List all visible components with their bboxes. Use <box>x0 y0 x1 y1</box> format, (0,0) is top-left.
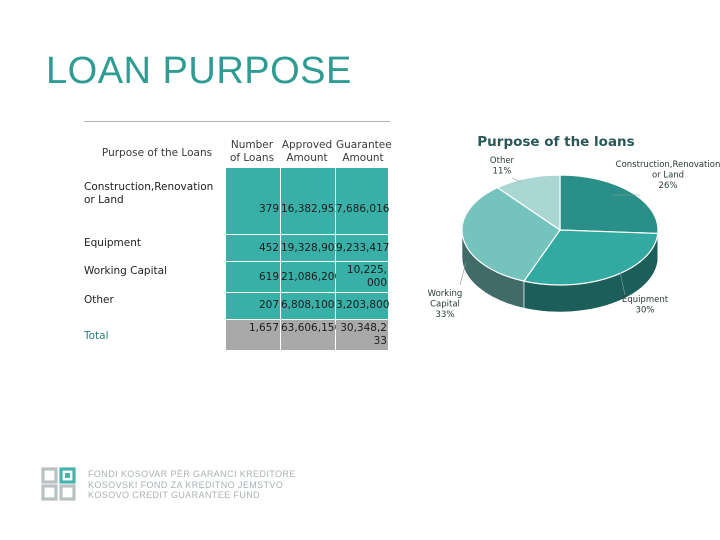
row-label-construction: Construction,Renovation or Land <box>84 181 214 206</box>
org-name-block: FONDI KOSOVAR PËR GARANCI KREDITORE KOSO… <box>88 469 296 501</box>
cell-guarantee: 30,348,233 <box>336 320 388 350</box>
pie-label: Equipment 30% <box>622 295 669 316</box>
cell-approved: 19,328,903 <box>281 235 341 261</box>
pie-label: Construction,Renovation or Land 26% <box>616 160 720 191</box>
cell-number: 207 <box>226 293 280 319</box>
cell-guarantee: 9,233,417 <box>336 235 389 261</box>
pie-slice-2 <box>461 186 561 282</box>
pie-slice-0 <box>559 174 659 235</box>
cell-approved: 21,086,200 <box>281 262 341 292</box>
cell-number: 619 <box>226 262 280 292</box>
header-number: Number of Loans <box>229 139 275 164</box>
cell-approved: 63,606,156 <box>281 320 341 350</box>
pie-leader-line <box>619 271 626 296</box>
cell-approved: 6,808,100 <box>281 293 335 319</box>
cell-number: 379 <box>226 168 280 234</box>
kcgf-logo-icon <box>41 467 76 501</box>
chart-title: Purpose of the loans <box>477 134 635 150</box>
cell-number: 452 <box>226 235 280 261</box>
pie-leader-line <box>459 261 467 286</box>
org-name-line: KOSOVO CREDIT GUARANTEE FUND <box>88 490 261 500</box>
cell-guarantee: 10,225,000 <box>336 262 388 292</box>
table-row: 379 16,382,953 7,686,016 <box>226 168 389 234</box>
table-row: 207 6,808,100 3,203,800 <box>226 293 389 319</box>
table-row: 619 21,086,200 10,225,000 <box>226 262 388 292</box>
cell-number: 1,657 <box>226 320 280 350</box>
row-label-equipment: Equipment <box>84 237 141 249</box>
cell-approved: 16,382,953 <box>281 168 341 234</box>
row-label-other: Other <box>84 294 114 306</box>
row-label-total: Total <box>84 330 109 342</box>
row-label-working-capital: Working Capital <box>84 265 167 277</box>
pie-label: Working Capital 33% <box>428 289 463 320</box>
cell-guarantee: 7,686,016 <box>336 168 389 234</box>
table-row-total: 1,657 63,606,156 30,348,233 <box>226 320 388 350</box>
pie-leader-line <box>511 177 522 183</box>
cell-guarantee: 3,203,800 <box>336 293 389 319</box>
header-purpose: Purpose of the Loans <box>101 147 213 159</box>
table-row: 452 19,328,903 9,233,417 <box>226 235 389 261</box>
pie-slice-1 <box>522 229 659 286</box>
org-name-line: FONDI KOSOVAR PËR GARANCI KREDITORE <box>88 469 296 479</box>
title-divider <box>84 121 390 122</box>
slide-title: LOAN PURPOSE <box>46 50 352 92</box>
header-guarantee: Guarantee Amount <box>336 139 392 164</box>
pie-slice-3 <box>496 174 561 232</box>
header-approved: Approved Amount <box>281 139 333 164</box>
org-name-line: KOSOVSKI FOND ZA KREDITNO JEMSTVO <box>88 479 284 490</box>
pie-label: Other 11% <box>490 156 515 177</box>
